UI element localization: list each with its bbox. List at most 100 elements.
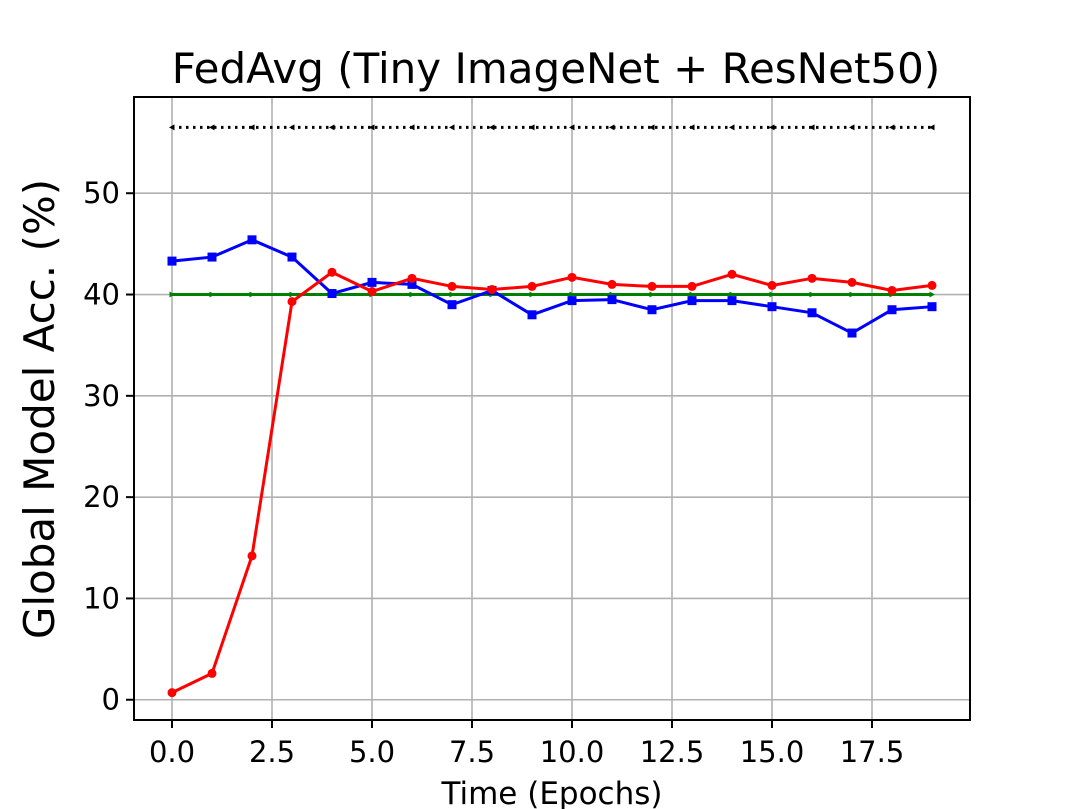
data-point	[687, 296, 697, 306]
y-tick-label: 0	[102, 683, 120, 717]
data-point	[607, 295, 617, 305]
data-point	[407, 279, 417, 289]
data-point	[689, 124, 695, 131]
data-point	[409, 291, 415, 298]
plot-frame	[133, 96, 971, 721]
data-point	[447, 281, 457, 291]
data-point	[367, 277, 377, 287]
data-point	[729, 124, 735, 131]
series-line	[171, 238, 933, 335]
x-tick-label: 2.5	[249, 735, 295, 769]
data-point	[449, 124, 455, 131]
data-point	[329, 124, 335, 131]
data-point	[167, 688, 177, 698]
data-point	[929, 291, 935, 298]
data-point	[367, 286, 377, 296]
series-0	[169, 124, 935, 131]
y-tick-label: 10	[83, 581, 120, 615]
data-point	[287, 297, 297, 307]
data-point	[209, 291, 215, 298]
data-point	[767, 280, 777, 290]
data-point	[249, 124, 255, 131]
series-layer	[167, 124, 937, 698]
chart-title: FedAvg (Tiny ImageNet + ResNet50)	[172, 44, 940, 93]
data-point	[569, 124, 575, 131]
data-point	[809, 124, 815, 131]
series-1	[169, 291, 935, 298]
y-tick-label: 40	[83, 278, 120, 312]
series-2	[167, 235, 937, 338]
x-axis-label: Time (Epochs)	[441, 776, 663, 809]
x-tick-label: 10.0	[540, 735, 605, 769]
data-point	[289, 124, 295, 131]
data-point	[487, 284, 497, 294]
data-point	[207, 668, 217, 678]
y-axis-label: Global Model Acc. (%)	[15, 179, 64, 639]
x-tick-label: 15.0	[740, 735, 805, 769]
data-point	[849, 291, 855, 298]
y-tick-label: 20	[83, 480, 120, 514]
data-point	[489, 124, 495, 131]
data-point	[769, 291, 775, 298]
x-tick-label: 7.5	[449, 735, 495, 769]
data-point	[927, 302, 937, 312]
data-point	[889, 124, 895, 131]
data-point	[887, 285, 897, 295]
data-point	[247, 235, 257, 245]
series-3	[167, 267, 937, 698]
data-point	[567, 296, 577, 306]
data-point	[569, 291, 575, 298]
data-point	[769, 124, 775, 131]
data-point	[169, 291, 175, 298]
data-point	[249, 291, 255, 298]
data-point	[447, 300, 457, 310]
data-point	[807, 273, 817, 283]
data-point	[729, 291, 735, 298]
data-point	[327, 267, 337, 277]
data-point	[289, 291, 295, 298]
data-point	[369, 124, 375, 131]
data-point	[327, 289, 337, 299]
data-point	[609, 124, 615, 131]
data-point	[727, 269, 737, 279]
data-point	[847, 277, 857, 287]
data-point	[767, 302, 777, 312]
data-point	[407, 273, 417, 283]
data-point	[409, 124, 415, 131]
data-point	[927, 280, 937, 290]
data-point	[167, 256, 177, 266]
y-tick-label: 50	[83, 176, 120, 210]
data-point	[247, 551, 257, 561]
data-point	[847, 328, 857, 338]
data-point	[727, 296, 737, 306]
data-point	[687, 281, 697, 291]
data-point	[527, 310, 537, 320]
y-tick-label: 30	[83, 379, 120, 413]
data-point	[849, 124, 855, 131]
data-point	[607, 279, 617, 289]
data-point	[567, 272, 577, 282]
data-point	[647, 281, 657, 291]
series-line	[171, 270, 933, 695]
data-point	[807, 308, 817, 318]
data-point	[529, 291, 535, 298]
data-point	[689, 291, 695, 298]
data-point	[809, 291, 815, 298]
data-point	[287, 252, 297, 262]
grid-layer	[134, 97, 970, 720]
x-tick-label: 12.5	[640, 735, 705, 769]
data-point	[527, 281, 537, 291]
data-point	[207, 252, 217, 262]
data-point	[169, 124, 175, 131]
data-point	[649, 291, 655, 298]
data-point	[449, 291, 455, 298]
data-point	[887, 305, 897, 315]
data-point	[649, 124, 655, 131]
data-point	[209, 124, 215, 131]
tick-layer: 0.0 2.5 5.0 7.5 10.0 12.5 15.0 17.5 0 10 20 30 40 50	[83, 176, 904, 769]
x-tick-label: 5.0	[349, 735, 395, 769]
data-point	[647, 305, 657, 315]
data-point	[529, 124, 535, 131]
data-point	[929, 124, 935, 131]
